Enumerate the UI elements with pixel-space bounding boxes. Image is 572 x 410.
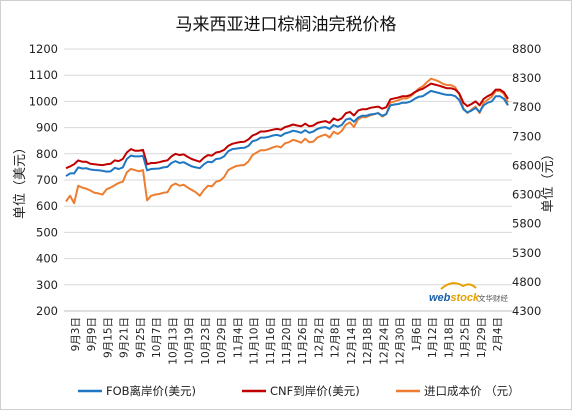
- x-tick-label: 9月15日: [102, 317, 114, 358]
- series-line: [65, 82, 509, 170]
- legend-label: FOB离岸价(美元): [106, 384, 196, 398]
- left-tick-label: 700: [36, 173, 58, 187]
- x-tick-label: 9月9日: [86, 317, 98, 351]
- x-tick-label: 12月30日: [395, 317, 407, 365]
- x-tick-label: 10月19日: [184, 317, 196, 365]
- right-axis-ticks: 4300 4800 5300 5800 6300 6800 7300 7800 8300 8800: [512, 42, 541, 318]
- left-axis-ticks: 200 300 400 500 600 700 800 900 1000 1100 1200: [29, 42, 58, 318]
- x-tick-label: 11月20日: [281, 317, 293, 365]
- series-line: [65, 77, 509, 205]
- right-tick-label: 8800: [512, 42, 541, 56]
- right-tick-label: 4800: [512, 275, 541, 289]
- left-axis-label: 单位（美元）: [13, 141, 28, 219]
- logo-stock: stock: [450, 292, 480, 304]
- series-line: [65, 89, 509, 177]
- left-tick-label: 1200: [29, 42, 58, 56]
- x-axis-ticks: 9月3日 9月9日 9月15日 9月21日 9月25日 10月7日 10月13日 10月19日…: [70, 317, 504, 365]
- right-tick-label: 8300: [512, 71, 541, 85]
- series-lines: [65, 77, 509, 205]
- x-tick-label: 9月3日: [70, 317, 82, 351]
- logo-web: web: [429, 292, 451, 304]
- left-tick-label: 1100: [29, 68, 58, 82]
- x-tick-label: 10月23日: [200, 317, 212, 365]
- x-tick-label: 1月29日: [476, 317, 488, 358]
- wenhua-logo: webstock 文华财经: [429, 282, 508, 304]
- x-tick-label: 1月6日: [411, 317, 423, 351]
- right-tick-label: 7300: [512, 129, 541, 143]
- x-tick-label: 12月18日: [362, 317, 374, 365]
- chart-title: 马来西亚进口棕榈油完税价格: [176, 15, 397, 35]
- right-axis-label: 单位（元）: [541, 147, 556, 212]
- left-tick-label: 200: [36, 304, 58, 318]
- x-tick-label: 10月29日: [216, 317, 228, 365]
- x-tick-label: 9月25日: [135, 317, 147, 358]
- left-tick-label: 800: [36, 147, 58, 161]
- x-tick-label: 11月26日: [297, 317, 309, 365]
- grid: [64, 48, 512, 312]
- x-tick-label: 9月21日: [119, 317, 131, 358]
- right-tick-label: 6800: [512, 158, 541, 172]
- left-tick-label: 600: [36, 199, 58, 213]
- x-tick-label: 11月4日: [232, 317, 244, 358]
- x-tick-label: 11月16日: [265, 317, 277, 365]
- x-tick-label: 11月10日: [249, 317, 261, 365]
- left-tick-label: 300: [36, 278, 58, 292]
- right-tick-label: 4300: [512, 304, 541, 318]
- legend-label: CNF到岸价(美元): [270, 384, 360, 398]
- x-tick-label: 1月12日: [427, 317, 439, 358]
- x-tick-label: 12月24日: [378, 317, 390, 365]
- right-tick-label: 6300: [512, 188, 541, 202]
- x-tick-label: 12月2日: [313, 317, 325, 358]
- left-tick-label: 1000: [29, 94, 58, 108]
- x-tick-label: 12月8日: [330, 317, 342, 358]
- x-tick-label: 10月7日: [151, 317, 163, 358]
- left-tick-label: 400: [36, 252, 58, 266]
- left-tick-label: 500: [36, 225, 58, 239]
- left-tick-label: 900: [36, 121, 58, 135]
- right-tick-label: 5800: [512, 217, 541, 231]
- x-tick-label: 2月4日: [492, 317, 504, 351]
- x-tick-label: 1月25日: [460, 317, 472, 358]
- svg-text:webstock: webstock: [429, 292, 480, 304]
- legend: FOB离岸价(美元) CNF到岸价(美元) 进口成本价 （元）: [78, 384, 520, 398]
- right-tick-label: 5300: [512, 246, 541, 260]
- x-tick-label: 12月14日: [346, 317, 358, 365]
- logo-cn: 文华财经: [478, 293, 508, 303]
- legend-label: 进口成本价 （元）: [424, 384, 520, 398]
- x-tick-label: 10月13日: [167, 317, 179, 365]
- x-tick-label: 1月18日: [443, 317, 455, 358]
- right-tick-label: 7800: [512, 100, 541, 114]
